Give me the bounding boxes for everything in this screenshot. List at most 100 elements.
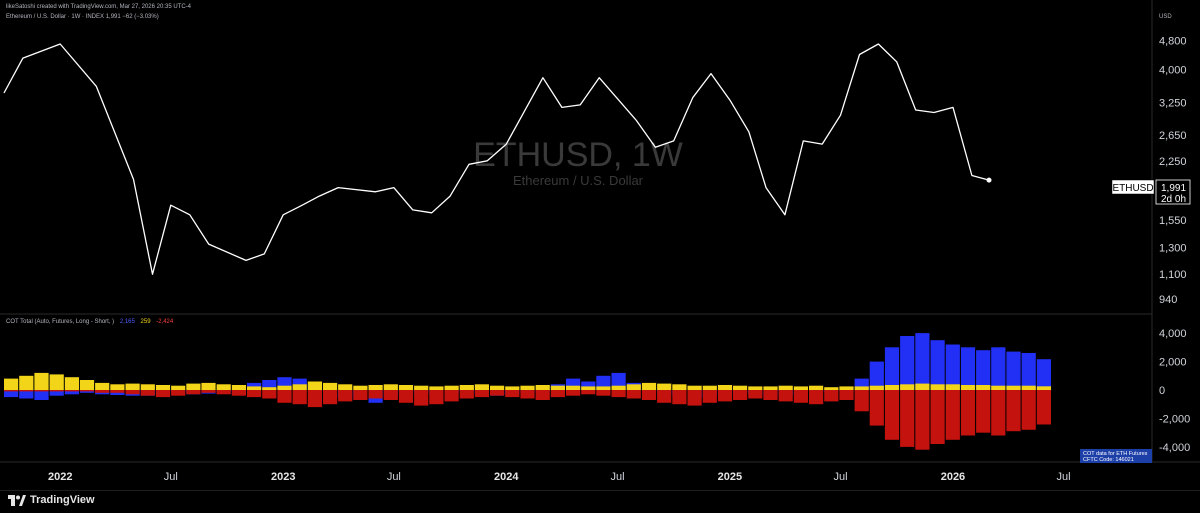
cot-bar-blue	[566, 378, 581, 390]
cot-bar-blue	[991, 347, 1006, 390]
tradingview-logo[interactable]: TradingView	[8, 494, 95, 506]
watermark-ticker: ETHUSD, 1W	[473, 136, 683, 174]
cot-bar-red	[824, 390, 839, 402]
cot-val-red: -2,424	[156, 319, 174, 325]
price-axis-tick: 1,300	[1159, 243, 1187, 255]
cot-bar-yellow	[869, 385, 884, 390]
cot-bar-blue	[4, 390, 19, 398]
time-axis-tick: 2022	[48, 471, 72, 483]
cot-bar-red	[809, 390, 824, 405]
cot-bar-red	[490, 390, 505, 396]
cot-bar-yellow	[186, 383, 201, 390]
chart-canvas[interactable]: likeSatoshi created with TradingView.com…	[0, 0, 1200, 490]
time-axis[interactable]: 2022 Jul 2023 Jul 2024 Jul 2025 Jul 2026 Jul	[48, 471, 1071, 483]
time-axis-tick: Jul	[387, 471, 401, 483]
price-tag-value: 1,991	[1161, 183, 1186, 194]
cot-bar-red	[353, 390, 368, 400]
cot-bar-yellow	[687, 385, 702, 390]
cot-axis-tick: -2,000	[1159, 413, 1190, 425]
price-tag-countdown: 2d 0h	[1161, 194, 1186, 205]
cot-bar-blue	[854, 378, 869, 390]
cot-bar-red	[566, 390, 581, 396]
cot-bar-red	[748, 390, 763, 399]
cot-bar-yellow	[717, 385, 733, 390]
price-tag-symbol: ETHUSD	[1112, 183, 1153, 194]
cot-bar-yellow	[338, 384, 353, 390]
cot-bar-yellow	[110, 384, 125, 390]
cot-bar-yellow	[49, 374, 64, 390]
cot-bar-yellow	[505, 386, 520, 390]
cot-bar-yellow	[429, 386, 444, 390]
cot-bar-yellow	[991, 385, 1006, 390]
cot-bar-yellow	[368, 385, 383, 390]
cot-bar-red	[368, 390, 383, 399]
cot-bar-blue	[976, 350, 991, 390]
cot-bar-yellow	[793, 386, 808, 390]
cot-bar-yellow	[566, 385, 581, 390]
price-axis-tick: 1,550	[1159, 215, 1187, 227]
cot-bar-red	[657, 390, 672, 403]
cot-bar-yellow	[79, 380, 95, 390]
cot-bar-red	[854, 390, 869, 412]
cot-bar-red	[945, 390, 960, 440]
cot-bar-red	[398, 390, 414, 403]
cot-bar-red	[687, 390, 702, 406]
cot-bar-yellow	[626, 384, 641, 390]
cot-val-blue: 2,165	[120, 319, 136, 325]
price-axis-tick: 4,800	[1159, 36, 1187, 48]
cot-bar-red	[778, 390, 793, 402]
cot-bar-red	[383, 390, 398, 400]
price-axis-tick: 940	[1159, 294, 1177, 306]
cot-bar-red	[991, 390, 1006, 436]
footer-bar: TradingView	[0, 490, 1200, 513]
time-axis-tick: Jul	[833, 471, 847, 483]
cot-bar-yellow	[839, 386, 854, 390]
cot-bar-yellow	[323, 382, 338, 390]
cot-bar-yellow	[809, 385, 824, 390]
cot-bar-yellow	[778, 385, 793, 390]
cot-bar-yellow	[64, 377, 79, 390]
cot-bar-red	[505, 390, 520, 398]
cot-axis[interactable]: 4,000 2,000 0 -2,000 -4,000	[1159, 328, 1190, 454]
price-axis-tick: 2,250	[1159, 156, 1187, 168]
cot-bar-red	[201, 390, 216, 393]
cot-bar-yellow	[611, 385, 626, 390]
tradingview-logo-icon	[8, 494, 26, 506]
cot-bar-red	[34, 390, 49, 392]
cftc-note-line1: COT data for ETH Futures	[1083, 451, 1148, 457]
time-axis-tick: 2025	[718, 471, 742, 483]
cot-bar-red	[733, 390, 748, 400]
cot-bar-yellow	[34, 372, 49, 390]
cot-bar-yellow	[307, 381, 322, 390]
cot-axis-tick: 2,000	[1159, 357, 1187, 369]
cot-bar-yellow	[657, 383, 672, 390]
price-axis-tick: 1,100	[1159, 269, 1187, 281]
cot-bar-red	[307, 390, 322, 408]
cot-bar-yellow	[4, 378, 19, 390]
cot-bar-red	[611, 390, 626, 398]
cot-bar-blue	[945, 344, 960, 390]
price-tag[interactable]: ETHUSD 1,991 2d 0h	[1111, 179, 1191, 205]
cot-bar-red	[216, 390, 231, 395]
cot-bar-red	[338, 390, 353, 402]
time-axis-tick: 2026	[941, 471, 965, 483]
symbol-legend: Ethereum / U.S. Dollar · 1W · INDEX 1,99…	[6, 14, 159, 20]
cot-bar-yellow	[247, 386, 262, 390]
cot-bar-yellow	[733, 385, 748, 390]
cot-bar-red	[125, 390, 140, 395]
time-axis-tick: Jul	[610, 471, 624, 483]
cot-bar-red	[186, 390, 201, 395]
cot-bar-yellow	[915, 383, 930, 390]
cot-bars	[4, 333, 1051, 450]
cot-bar-red	[155, 390, 171, 398]
cot-val-yellow: 259	[141, 319, 152, 325]
cot-bar-red	[4, 390, 19, 392]
cot-bar-red	[900, 390, 915, 447]
cot-bar-red	[140, 390, 155, 396]
price-axis[interactable]: 4,800 4,000 3,250 2,650 2,250 1,550 1,300 1,100…	[1159, 36, 1187, 306]
cot-bar-yellow	[550, 385, 565, 390]
cot-bar-yellow	[383, 384, 398, 390]
cot-bar-yellow	[520, 385, 535, 390]
credit-text: likeSatoshi created with TradingView.com…	[6, 4, 192, 10]
